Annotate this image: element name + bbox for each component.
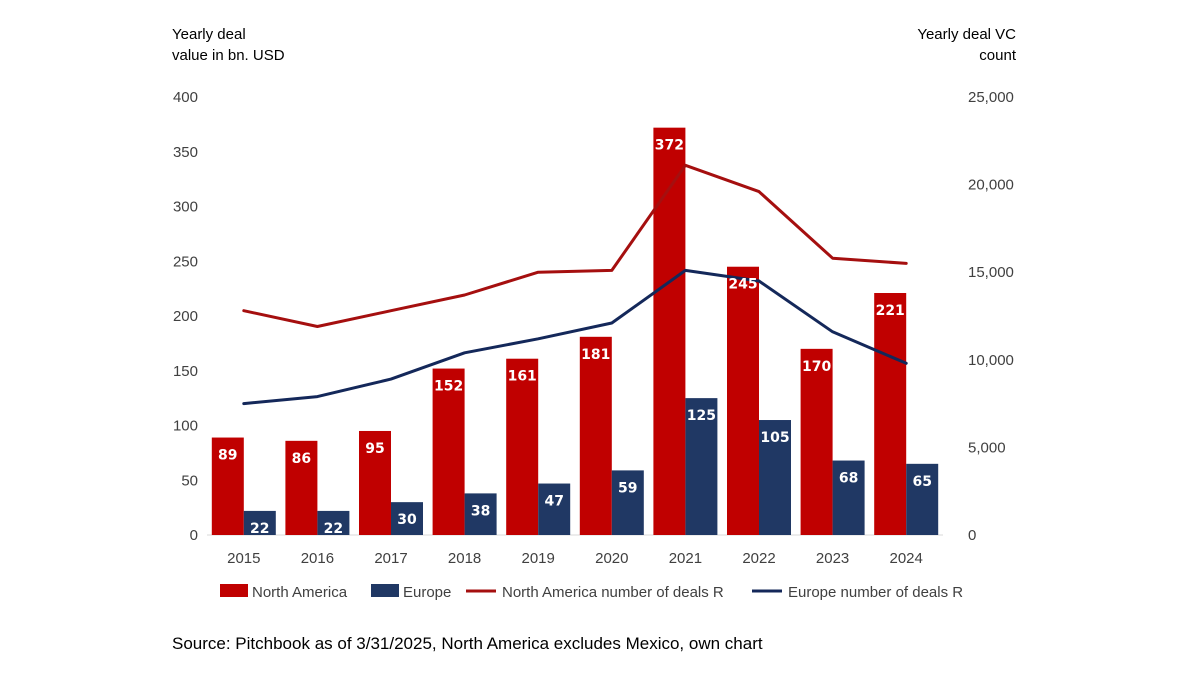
left-axis-tick-label: 150 (173, 363, 198, 380)
data-label-north-america: 170 (802, 359, 831, 375)
bar-europe (685, 398, 718, 535)
data-label-north-america: 161 (508, 369, 537, 385)
data-label-europe: 59 (618, 480, 637, 496)
x-axis-tick-label: 2024 (890, 550, 923, 567)
legend-label-north-america-number-of-deals-r: North America number of deals R (502, 584, 724, 601)
bar-europe (391, 502, 423, 535)
left-axis-title-line2: value in bn. USD (172, 47, 285, 64)
right-axis-tick-label: 20,000 (968, 177, 1014, 194)
data-label-europe: 30 (397, 512, 417, 528)
data-label-north-america: 152 (434, 379, 463, 395)
bar-north-america (359, 430, 391, 535)
bar-north-america (800, 348, 833, 535)
data-label-north-america: 86 (292, 451, 311, 467)
x-axis-tick-label: 2019 (522, 550, 555, 567)
data-label-north-america: 95 (365, 441, 384, 457)
data-label-europe: 47 (544, 494, 563, 510)
legend-label-north-america: North America (252, 584, 348, 601)
left-axis-tick-label: 300 (173, 199, 198, 216)
legend-label-europe-number-of-deals-r: Europe number of deals R (788, 584, 963, 601)
data-label-europe: 38 (471, 503, 490, 519)
left-axis-title-line1: Yearly deal (172, 26, 246, 43)
legend-label-europe: Europe (403, 584, 451, 601)
bar-europe (464, 493, 497, 535)
data-label-europe: 125 (687, 408, 716, 424)
line-north-america-number-of-deals-r (242, 163, 908, 328)
bar-north-america (579, 336, 612, 535)
left-axis-tick-label: 400 (173, 89, 198, 106)
bar-europe (538, 483, 571, 535)
bars (211, 127, 939, 535)
left-axis-tick-label: 50 (181, 472, 198, 489)
legend: North America Europe North America number … (220, 584, 963, 601)
bar-europe (317, 510, 350, 535)
right-axis-title-line2: count (979, 47, 1017, 64)
right-axis-tick-label: 0 (968, 527, 976, 544)
left-axis-tick-label: 350 (173, 144, 198, 161)
legend-swatch-north-america (220, 584, 248, 597)
bar-north-america (727, 266, 759, 535)
data-label-north-america: 221 (876, 303, 905, 319)
x-axis-tick-label: 2023 (816, 550, 849, 567)
data-label-europe: 105 (760, 430, 789, 446)
data-label-europe: 22 (250, 521, 269, 537)
data-label-europe: 65 (912, 474, 931, 490)
axes: Yearly deal value in bn. USD Yearly deal V… (172, 26, 1017, 567)
bar-north-america (653, 127, 686, 535)
x-axis-tick-label: 2015 (227, 550, 260, 567)
data-label-north-america: 245 (728, 277, 757, 293)
data-label-europe: 68 (839, 471, 858, 487)
data-label-north-america: 181 (581, 347, 610, 363)
right-axis-tick-label: 10,000 (968, 352, 1014, 369)
left-axis-tick-label: 250 (173, 253, 198, 270)
bar-north-america (506, 358, 539, 535)
source-note: Source: Pitchbook as of 3/31/2025, North… (172, 634, 763, 653)
lines (242, 163, 908, 406)
x-axis-tick-label: 2018 (448, 550, 481, 567)
legend-swatch-europe (371, 584, 399, 597)
bar-europe (611, 470, 644, 535)
x-axis-tick-label: 2016 (301, 550, 334, 567)
right-axis-tick-label: 5,000 (968, 439, 1006, 456)
right-axis-title-line1: Yearly deal VC (917, 26, 1016, 43)
left-axis-tick-label: 100 (173, 418, 198, 435)
bar-north-america (432, 368, 465, 535)
data-label-north-america: 372 (655, 138, 684, 154)
data-label-europe: 22 (324, 521, 343, 537)
bar-europe (243, 510, 276, 535)
left-axis-tick-label: 0 (190, 527, 198, 544)
data-label-north-america: 89 (218, 448, 237, 464)
left-axis-tick-label: 200 (173, 308, 198, 325)
x-axis-tick-label: 2020 (595, 550, 628, 567)
bar-north-america (211, 437, 244, 535)
bar-europe (832, 460, 865, 535)
bar-north-america (285, 440, 318, 535)
right-axis-tick-label: 25,000 (968, 89, 1014, 106)
bar-north-america (874, 293, 907, 535)
line-europe-number-of-deals-r (242, 268, 908, 406)
bar-europe (759, 420, 791, 535)
x-axis-tick-label: 2022 (742, 550, 775, 567)
x-axis-tick-label: 2017 (374, 550, 407, 567)
right-axis-tick-label: 15,000 (968, 264, 1014, 281)
bar-labels: 89 86 95 152 161 181 372 245 170 221 22 22 30 38 47 59 1… (218, 138, 932, 537)
x-axis-tick-label: 2021 (669, 550, 702, 567)
bar-europe (906, 463, 939, 535)
